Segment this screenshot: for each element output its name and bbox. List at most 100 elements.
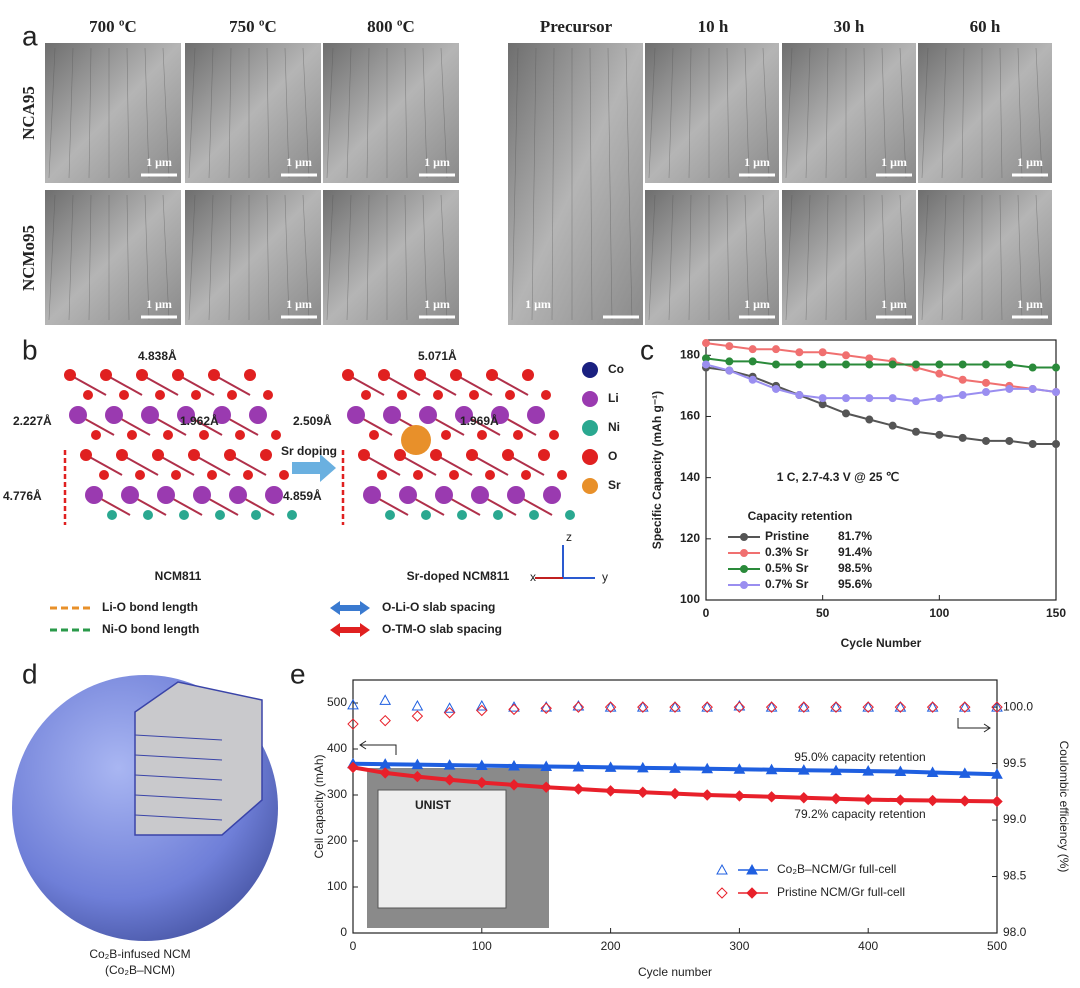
sem-image xyxy=(918,43,1052,183)
bond xyxy=(229,454,267,476)
marker xyxy=(540,702,552,714)
grain xyxy=(921,194,929,321)
axis-pointer xyxy=(359,740,397,755)
marker xyxy=(912,397,921,406)
marker xyxy=(716,863,728,875)
marker xyxy=(379,714,391,727)
marker xyxy=(702,339,711,348)
marker xyxy=(862,765,875,776)
x-tick-label: 400 xyxy=(858,939,878,953)
marker xyxy=(935,369,944,378)
grain xyxy=(326,194,334,321)
marker xyxy=(669,787,681,800)
atom xyxy=(249,406,267,424)
marker xyxy=(958,433,967,442)
axis-text: y xyxy=(602,570,608,584)
atom xyxy=(157,486,175,504)
atom xyxy=(522,369,534,381)
marker xyxy=(798,792,810,804)
grain xyxy=(208,47,214,179)
axis-text: x xyxy=(530,570,536,584)
legend-atom xyxy=(582,420,598,436)
sem-image xyxy=(185,43,321,183)
bond xyxy=(419,374,457,396)
scale-label: 1 μm xyxy=(424,155,450,169)
marker xyxy=(1052,388,1061,396)
atom xyxy=(105,406,123,424)
marker xyxy=(476,776,488,789)
marker xyxy=(982,378,991,387)
marker xyxy=(842,409,851,418)
dimension: 1.969Å xyxy=(460,413,499,428)
atom xyxy=(358,449,370,461)
grain xyxy=(1017,47,1023,179)
atom xyxy=(193,486,211,504)
grain xyxy=(188,47,196,179)
grain xyxy=(625,47,633,321)
legend-text: Pristine NCM/Gr full-cell xyxy=(777,885,905,899)
marker xyxy=(443,759,456,770)
panel-label: d xyxy=(22,658,38,689)
y-tick-label: 160 xyxy=(680,409,700,423)
marker xyxy=(772,345,781,354)
marker xyxy=(830,701,842,712)
atom xyxy=(141,406,159,424)
marker xyxy=(411,699,424,711)
marker xyxy=(1005,360,1014,369)
marker xyxy=(926,701,939,712)
arrow-label: Sr doping xyxy=(281,444,337,458)
legend-text: Ni xyxy=(608,420,620,434)
series-line xyxy=(705,357,1056,369)
marker xyxy=(746,863,758,875)
marker xyxy=(733,790,746,802)
marker xyxy=(669,762,681,773)
marker xyxy=(982,436,991,445)
marker xyxy=(1028,363,1037,372)
grain-edge xyxy=(134,734,223,741)
sem-image xyxy=(45,190,181,325)
marker xyxy=(958,391,967,400)
bond xyxy=(69,374,107,396)
y-tick-label: 500 xyxy=(327,695,347,709)
atom xyxy=(527,406,545,424)
grain xyxy=(762,47,770,179)
sem-image xyxy=(323,190,459,325)
atom xyxy=(135,470,145,480)
sem-image xyxy=(508,43,643,325)
dimension: 4.776Å xyxy=(3,488,42,503)
marker xyxy=(991,768,1003,779)
y-tick-label: 100 xyxy=(680,592,700,606)
grain xyxy=(188,194,196,321)
marker xyxy=(830,701,842,713)
sem-image xyxy=(918,190,1052,325)
marker xyxy=(572,760,585,772)
scale-label: 1 μm xyxy=(146,155,172,169)
x-tick-label: 0 xyxy=(350,939,357,953)
marker xyxy=(894,701,907,713)
legend-atom xyxy=(582,478,598,494)
column-label: 750 ºC xyxy=(229,17,277,36)
grain xyxy=(648,194,656,321)
bond xyxy=(193,454,231,476)
atom xyxy=(208,369,220,381)
scale-label: 1 μm xyxy=(286,297,312,311)
y-axis-label: Cell capacity (mAh) xyxy=(312,754,326,858)
scale-label: 1 μm xyxy=(1017,297,1043,311)
marker xyxy=(795,391,804,400)
grain xyxy=(48,47,56,179)
x-tick-label: 300 xyxy=(729,939,749,953)
atom xyxy=(538,449,550,461)
atom xyxy=(171,470,181,480)
marker xyxy=(702,360,711,369)
marker xyxy=(765,763,778,775)
atom xyxy=(229,486,247,504)
annotation: 79.2% capacity retention xyxy=(794,807,925,821)
y2-tick-label: 99.0 xyxy=(1003,812,1027,826)
atom xyxy=(279,470,289,480)
atom xyxy=(263,390,273,400)
grain xyxy=(302,194,310,321)
atom xyxy=(83,390,93,400)
atom xyxy=(163,430,173,440)
y2-tick-label: 98.0 xyxy=(1003,925,1027,939)
marker xyxy=(926,701,939,713)
